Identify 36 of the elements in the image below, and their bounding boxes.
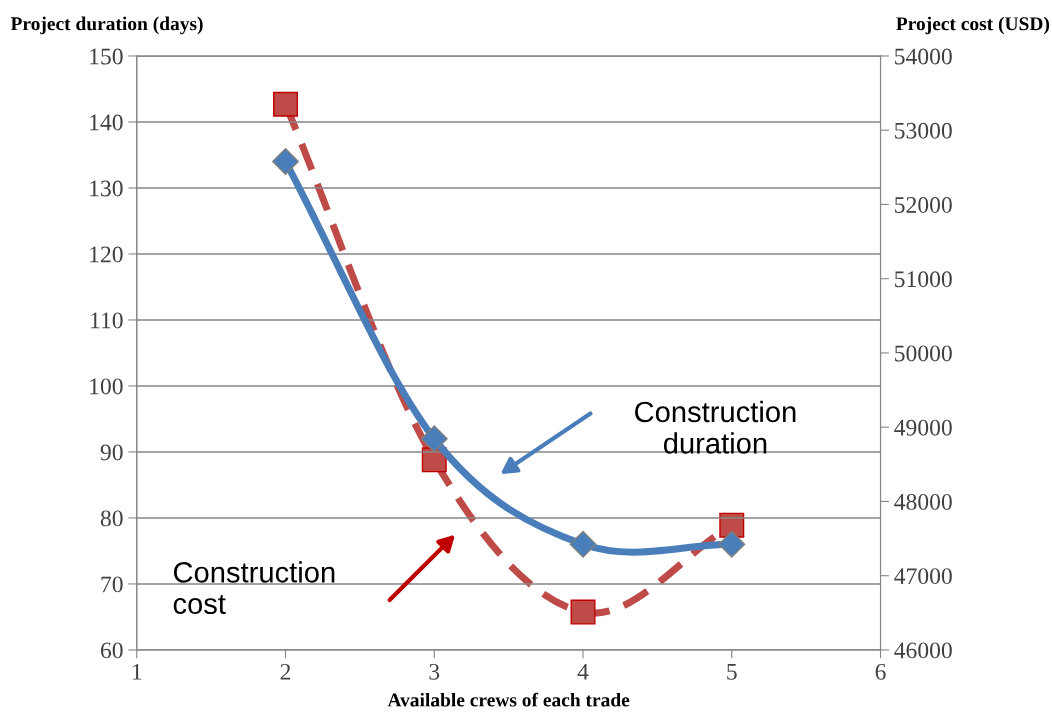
- y2-tick-label: 47000: [894, 568, 952, 585]
- x-tick-label: 5: [727, 664, 737, 680]
- point: [272, 148, 299, 176]
- y2-tick-label: 48000: [894, 493, 952, 510]
- y2-tick-label: 49000: [894, 419, 952, 436]
- y-tick-label: 150: [90, 48, 123, 65]
- x-tick-label: 4: [577, 663, 589, 680]
- y2-tick-label: 46000: [894, 642, 952, 659]
- y-axis-title: Project duration (days): [10, 16, 203, 35]
- y2-tick-label: 54000: [895, 48, 952, 65]
- y-tick-label: 110: [91, 312, 123, 329]
- y-tick-label: 100: [90, 378, 123, 395]
- x-tick-label: 6: [875, 663, 886, 680]
- y-tick-label: 120: [90, 246, 123, 263]
- x-tick-label: 2: [280, 663, 291, 680]
- y2-tick-label: 50000: [895, 345, 952, 362]
- y2-tick-label: 52000: [895, 196, 952, 213]
- x-tick-label: 3: [429, 663, 440, 680]
- point: [718, 530, 746, 558]
- annotation: Construction duration: [635, 400, 796, 454]
- x-tick-label: 1: [132, 663, 142, 680]
- y-tick-label: 140: [90, 114, 123, 131]
- y-tick-label: 90: [100, 444, 123, 461]
- y2-axis-title: Project cost (USD): [896, 16, 1050, 35]
- y2-tick-label: 53000: [895, 122, 952, 139]
- point: [569, 530, 597, 558]
- point: [420, 425, 448, 453]
- y-tick-label: 60: [100, 642, 123, 659]
- x-axis-title: Available crews of each trade: [387, 692, 630, 707]
- annotation: Construction cost: [173, 561, 335, 615]
- y-tick-label: 130: [90, 180, 123, 197]
- y2-tick-label: 51000: [895, 271, 952, 288]
- y-tick-label: 70: [101, 576, 123, 593]
- y-tick-label: 80: [100, 510, 123, 527]
- point: [570, 599, 596, 625]
- point: [273, 91, 299, 117]
